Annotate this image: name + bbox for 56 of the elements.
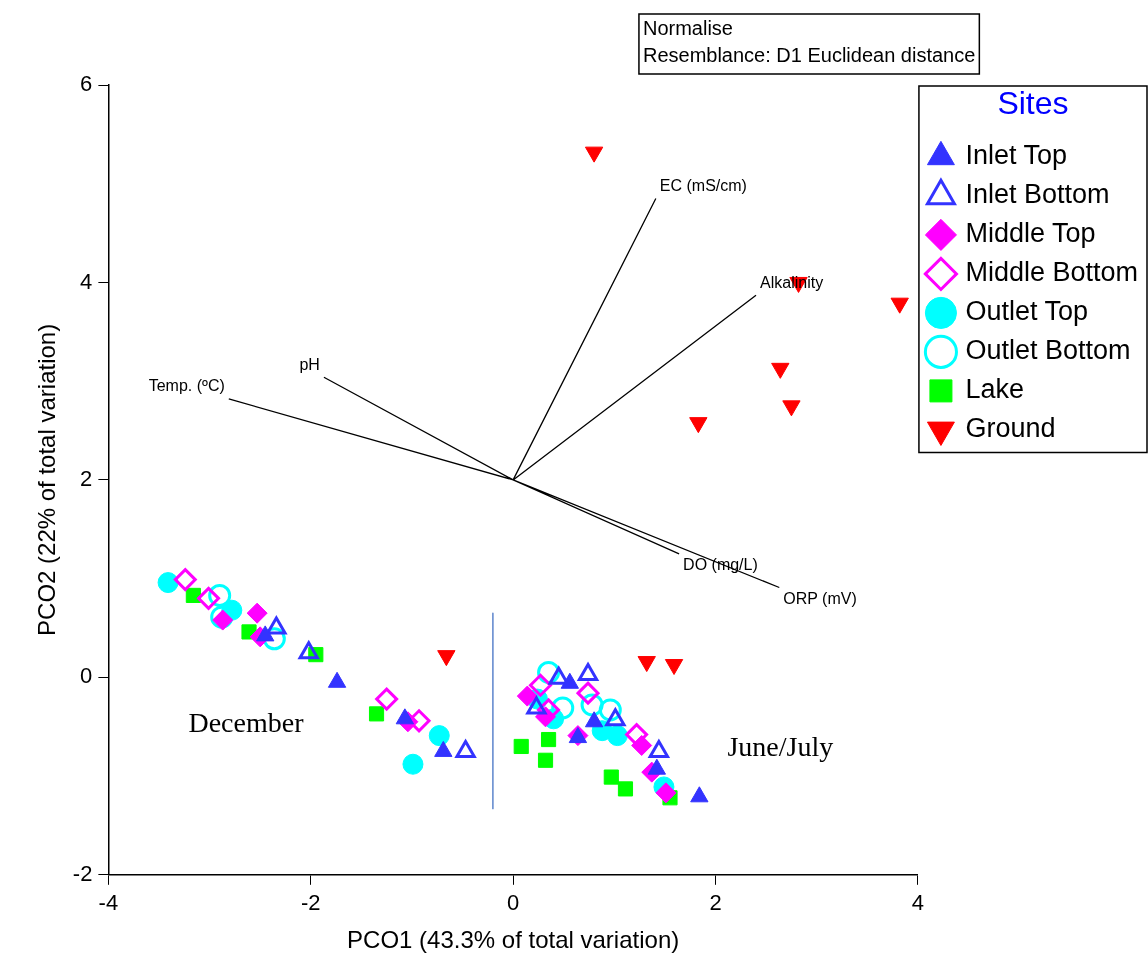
annotation: June/July [727,730,834,762]
x-tick-label: -4 [98,890,119,916]
point [513,738,529,755]
annotation: Temp. (ºC) [148,377,225,395]
point [537,752,554,768]
point [208,583,232,607]
point [402,753,424,775]
y-tick-label: 0 [80,663,93,689]
legend-title: Sites [997,84,1069,121]
point [689,417,708,434]
point [368,706,385,722]
y-tick-label: -2 [72,860,93,886]
annotation: December [188,707,305,739]
point [603,769,619,785]
legend-label: Outlet Top [965,296,1089,327]
point [655,782,677,804]
point [584,146,604,163]
x-tick-label: 4 [911,890,925,916]
point [551,696,575,720]
point [771,362,790,379]
text: Normalise Resemblance: D1 Euclidean distance [642,16,976,66]
legend-label: Inlet Top [965,140,1068,171]
point [782,400,801,417]
point [262,627,286,651]
x-axis-title: PCO1 (43.3% of total variation) [347,926,680,954]
legend-label: Ground [965,413,1056,444]
point [890,297,909,314]
legend-label: Middle Top [965,218,1096,249]
point [375,687,399,711]
x-tick-label: 2 [709,890,722,916]
point [428,725,450,747]
x-tick-label: 0 [507,890,520,916]
x-tick-label: -2 [300,890,321,916]
legend-label: Outlet Bottom [965,335,1131,366]
point [197,586,221,610]
legend-label: Middle Bottom [965,257,1138,288]
y-tick-label: 4 [80,268,93,294]
point [173,568,197,592]
annotation: EC (mS/cm) [659,176,747,194]
legend-label: Lake [965,374,1024,405]
y-axis-title: PCO2 (22% of total variation) [33,323,61,636]
y-tick-label: 2 [80,465,93,491]
point [157,572,179,594]
point [690,786,709,803]
point [580,693,604,717]
annotation: pH [299,355,320,373]
annotation: ORP (mV) [783,589,857,607]
y-tick-label: 6 [80,71,93,97]
legend-label: Inlet Bottom [965,179,1110,210]
point [631,734,653,756]
point [617,781,634,797]
point [516,685,538,707]
point [246,602,268,624]
point [576,681,600,705]
point [540,731,557,748]
point [528,673,552,697]
